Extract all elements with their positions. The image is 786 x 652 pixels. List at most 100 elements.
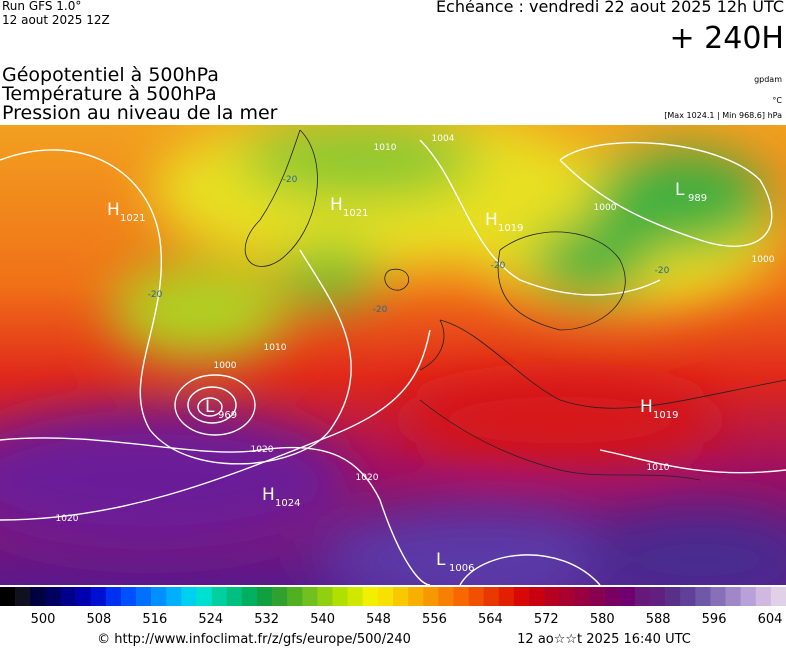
contour-label: -20 bbox=[491, 261, 506, 271]
colorbar-swatch bbox=[604, 587, 621, 606]
contour-label: -20 bbox=[283, 175, 298, 185]
lead-time: + 240H bbox=[670, 21, 785, 56]
pressure-range: [Max 1024.1 | Min 968.6] hPa bbox=[664, 111, 782, 120]
colorbar-tick-label: 516 bbox=[142, 612, 167, 627]
colorbar-swatch bbox=[710, 587, 726, 606]
colorbar-swatch bbox=[513, 587, 530, 606]
center-letter: H bbox=[640, 397, 653, 417]
center-letter: H bbox=[330, 195, 343, 215]
colorbar-swatch bbox=[211, 587, 228, 606]
colorbar-tick-label: 588 bbox=[646, 612, 671, 627]
colorbar-swatch bbox=[256, 587, 273, 606]
colorbar-swatch bbox=[90, 587, 107, 606]
contour-label: 1010 bbox=[647, 463, 670, 473]
colorbar-swatch bbox=[589, 587, 605, 606]
title: Pression au niveau de la mer bbox=[2, 102, 278, 124]
run: Run GFS 1.0° bbox=[2, 0, 81, 13]
center-value: 1021 bbox=[120, 213, 145, 224]
contour-label: -20 bbox=[655, 266, 670, 276]
colorbar-swatch bbox=[45, 587, 61, 606]
colorbar-swatch bbox=[241, 587, 258, 606]
center-value: 1024 bbox=[275, 498, 300, 509]
contour-label: 1020 bbox=[56, 514, 79, 524]
colorbar-swatch bbox=[393, 587, 409, 606]
valid-time: Echéance : vendredi 22 aout 2025 12h UTC bbox=[436, 0, 784, 16]
contour-label: 1020 bbox=[356, 473, 379, 483]
colorbar-swatch bbox=[725, 587, 741, 606]
title: Géopotentiel à 500hPa bbox=[2, 64, 219, 86]
colorbar-swatch bbox=[468, 587, 484, 606]
center-value: 1019 bbox=[498, 223, 523, 234]
colorbar-tick-label: 556 bbox=[422, 612, 447, 627]
contour-label: 1010 bbox=[264, 343, 287, 353]
colorbar-tick-label: 548 bbox=[366, 612, 391, 627]
center-value: 1006 bbox=[449, 563, 474, 574]
colorbar-swatch bbox=[151, 587, 167, 606]
colorbar-swatch bbox=[634, 587, 651, 606]
unit: °C bbox=[772, 96, 782, 105]
contour-label: 1010 bbox=[374, 143, 397, 153]
colorbar-swatch bbox=[272, 587, 288, 606]
contour-label: -20 bbox=[373, 305, 388, 315]
isobars bbox=[0, 139, 786, 585]
center-value: 1021 bbox=[343, 208, 368, 219]
colorbar-swatch bbox=[287, 587, 303, 606]
colorbar-swatch bbox=[649, 587, 666, 606]
colorbar-swatch bbox=[695, 587, 711, 606]
center-letter: L bbox=[675, 180, 685, 200]
colorbar-swatch bbox=[347, 587, 364, 606]
source-url: © http://www.infoclimat.fr/z/gfs/europe/… bbox=[97, 632, 411, 647]
colorbar-swatch bbox=[770, 587, 786, 606]
colorbar-swatch bbox=[30, 587, 46, 606]
colorbar-swatch bbox=[166, 587, 182, 606]
colorbar-tick-label: 596 bbox=[702, 612, 727, 627]
colorbar-swatch bbox=[559, 587, 575, 606]
title: Température à 500hPa bbox=[1, 83, 217, 105]
colorbar-swatch bbox=[75, 587, 91, 606]
colorbar-tick-label: 508 bbox=[87, 612, 112, 627]
colorbar-swatch bbox=[453, 587, 469, 606]
colorbar-tick-label: 524 bbox=[198, 612, 223, 627]
center-letter: L bbox=[436, 550, 446, 570]
colorbar-tick-label: 580 bbox=[590, 612, 615, 627]
center-value: 1019 bbox=[653, 410, 678, 421]
contour-label: 1000 bbox=[752, 255, 775, 265]
colorbar-swatch bbox=[483, 587, 500, 606]
center-letter: L bbox=[205, 397, 215, 417]
colorbar-swatch bbox=[740, 587, 757, 606]
colorbar-swatch bbox=[423, 587, 439, 606]
colorbar-swatch bbox=[136, 587, 152, 606]
colorbar-swatch bbox=[15, 587, 31, 606]
colorbar-tick-label: 500 bbox=[31, 612, 56, 627]
contour-label: 1000 bbox=[214, 361, 237, 371]
center-value: 969 bbox=[218, 410, 237, 421]
colorbar-swatch bbox=[362, 587, 379, 606]
colorbar-swatch bbox=[196, 587, 212, 606]
colorbar-swatch bbox=[317, 587, 333, 606]
colorbar-swatch bbox=[544, 587, 560, 606]
colorbar-swatch bbox=[226, 587, 243, 606]
colorbar-swatch bbox=[574, 587, 590, 606]
colorbar-swatch bbox=[60, 587, 76, 606]
coastlines bbox=[244, 129, 786, 481]
center-letter: H bbox=[485, 210, 498, 230]
run-date: 12 aout 2025 12Z bbox=[2, 13, 110, 27]
unit: gpdam bbox=[754, 75, 782, 84]
colorbar-swatch bbox=[332, 587, 348, 606]
colorbar-tick-label: 532 bbox=[254, 612, 279, 627]
colorbar-swatch bbox=[105, 587, 122, 606]
colorbar-swatch bbox=[619, 587, 636, 606]
colorbar-tick-label: 564 bbox=[478, 612, 503, 627]
colorbar-swatch bbox=[680, 587, 696, 606]
center-letter: H bbox=[107, 200, 120, 220]
colorbar-swatch bbox=[498, 587, 515, 606]
center-letter: H bbox=[262, 485, 275, 505]
center-value: 989 bbox=[688, 193, 707, 204]
colorbar-swatch bbox=[438, 587, 454, 606]
contour-label: -20 bbox=[148, 290, 163, 300]
colorbar-swatch bbox=[408, 587, 424, 606]
colorbar-swatch bbox=[181, 587, 197, 606]
colorbar-tick-label: 540 bbox=[310, 612, 335, 627]
